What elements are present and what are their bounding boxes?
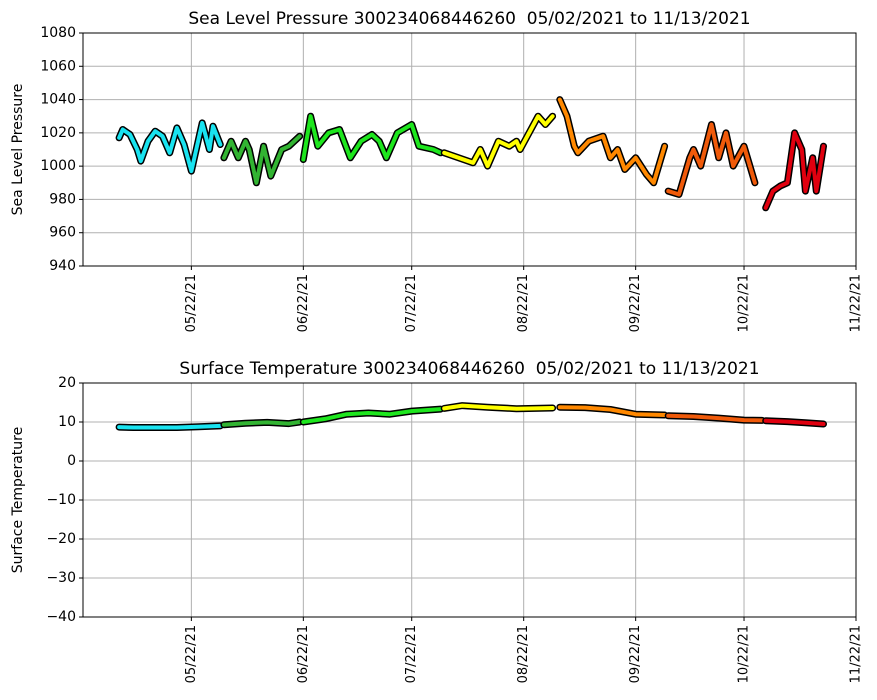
x-tick-label: 10/22/21: [737, 274, 752, 332]
line: [221, 420, 302, 427]
x-tick-label: 05/22/21: [184, 274, 199, 332]
chart-title: Sea Level Pressure 300234068446260 05/02…: [188, 9, 750, 29]
line: [301, 114, 443, 162]
x-tick-label: 09/22/21: [628, 274, 643, 332]
line-outline: [556, 96, 669, 187]
y-tick-label: 1080: [40, 25, 76, 41]
line: [442, 114, 555, 169]
y-tick-label: 940: [49, 258, 76, 274]
x-tick-label: 08/22/21: [516, 625, 531, 683]
line: [117, 423, 223, 430]
line: [666, 413, 765, 423]
x-tick-label: 06/22/21: [296, 274, 311, 332]
line: [763, 130, 826, 210]
y-tick-label: 980: [49, 191, 76, 207]
y-tick-label: 960: [49, 225, 76, 241]
line: [666, 122, 757, 197]
chart-title: Surface Temperature 300234068446260 05/0…: [179, 359, 759, 379]
y-tick-label: 1060: [40, 58, 76, 74]
y-tick-label: −30: [46, 570, 76, 586]
y-tick-label: −40: [46, 609, 76, 625]
line: [221, 134, 302, 185]
plot-frame: [82, 382, 857, 618]
y-tick-label: 1040: [40, 92, 76, 108]
x-tick-label: 07/22/21: [404, 625, 419, 683]
x-tick-label: 05/22/21: [184, 625, 199, 683]
y-tick-label: −20: [46, 531, 76, 547]
x-tick-label: 08/22/21: [516, 274, 531, 332]
x-tick-label: 11/22/21: [849, 625, 864, 683]
y-tick-label: −10: [46, 492, 76, 508]
line: [301, 407, 443, 424]
x-tick-label: 06/22/21: [296, 625, 311, 683]
y-tick-label: 10: [58, 414, 76, 430]
y-tick-label: 1000: [40, 158, 76, 174]
line: [557, 405, 667, 417]
y-tick-label: 1020: [40, 125, 76, 141]
plot-frame: [82, 32, 857, 267]
x-tick-label: 11/22/21: [849, 274, 864, 332]
line: [442, 403, 555, 411]
line: [763, 418, 826, 426]
line: [557, 97, 667, 185]
x-tick-label: 10/22/21: [737, 625, 752, 683]
y-axis-label: Sea Level Pressure: [10, 84, 26, 216]
y-tick-label: 0: [67, 453, 76, 469]
line: [117, 120, 223, 174]
y-tick-label: 20: [58, 375, 76, 391]
x-tick-label: 09/22/21: [628, 625, 643, 683]
x-tick-label: 07/22/21: [404, 274, 419, 332]
y-axis-label: Surface Temperature: [10, 427, 26, 573]
